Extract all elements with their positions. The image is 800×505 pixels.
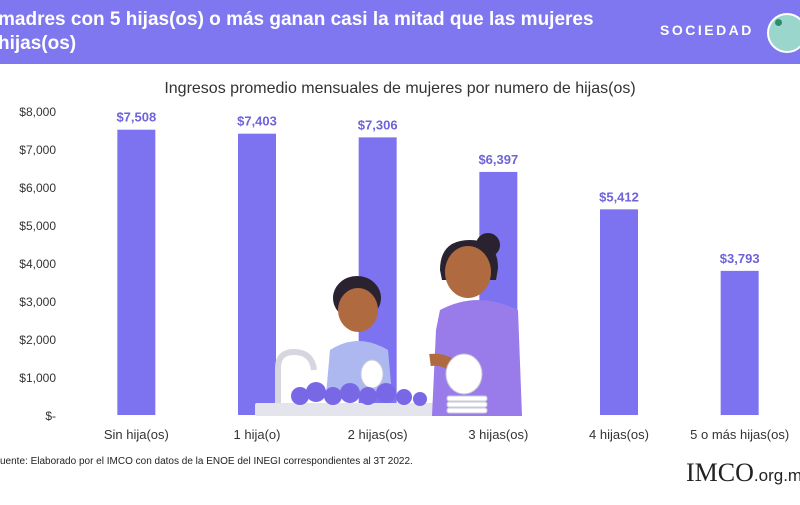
bar-value-label: $7,403 <box>237 114 277 129</box>
handshake-icon <box>767 13 800 53</box>
source-note: uente: Elaborado por el IMCO con datos d… <box>0 456 413 467</box>
y-tick-label: $1,000 <box>19 371 56 385</box>
chart-title: Ingresos promedio mensuales de mujeres p… <box>164 80 636 97</box>
header-banner: madres con 5 hijas(os) o más ganan casi … <box>0 0 800 64</box>
logo-text: IMCO <box>686 458 754 487</box>
x-axis: Sin hija(os) 1 hija(o) 2 hijas(os) 3 hijas(… <box>104 427 789 442</box>
bar-value-label: $7,508 <box>116 110 156 125</box>
bar-value-label: $6,397 <box>478 152 518 167</box>
y-tick-label: $5,000 <box>19 219 56 233</box>
bar <box>600 209 638 415</box>
bar-value-label: $7,306 <box>358 117 398 132</box>
headline: madres con 5 hijas(os) o más ganan casi … <box>0 9 594 54</box>
section-tag[interactable]: SOCIEDAD <box>660 22 754 38</box>
y-tick-label: $6,000 <box>19 181 56 195</box>
bar-value-label: $3,793 <box>720 251 760 266</box>
logo-domain: .org.m <box>753 466 800 485</box>
x-tick-label: 4 hijas(os) <box>589 427 649 442</box>
bar <box>117 129 156 416</box>
x-tick-label: Sin hija(os) <box>104 427 169 442</box>
bar-value-label: $5,412 <box>599 189 639 204</box>
bar <box>238 133 276 415</box>
x-tick-label: 5 o más hijas(os) <box>690 427 789 442</box>
y-tick-label: $7,000 <box>19 143 56 157</box>
y-tick-label: $2,000 <box>19 333 56 347</box>
value-labels: $7,508 $7,403 $7,306 $6,397 $5,412 $3,793 <box>116 110 759 266</box>
y-tick-label: $- <box>45 409 56 423</box>
y-axis: $- $1,000 $2,000 $3,000 $4,000 $5,000 $6,000 $7… <box>19 105 56 423</box>
dishwashing-illustration <box>255 233 522 416</box>
imco-logo[interactable]: IMCO.org.m <box>686 458 800 488</box>
x-tick-label: 3 hijas(os) <box>468 427 528 442</box>
y-tick-label: $8,000 <box>19 105 56 119</box>
bar <box>720 270 759 415</box>
bars <box>117 129 759 416</box>
x-tick-label: 2 hijas(os) <box>348 427 408 442</box>
y-tick-label: $4,000 <box>19 257 56 271</box>
bar-chart: $- $1,000 $2,000 $3,000 $4,000 $5,000 $6,000 $7… <box>19 105 789 442</box>
y-tick-label: $3,000 <box>19 295 56 309</box>
x-tick-label: 1 hija(o) <box>234 427 281 442</box>
